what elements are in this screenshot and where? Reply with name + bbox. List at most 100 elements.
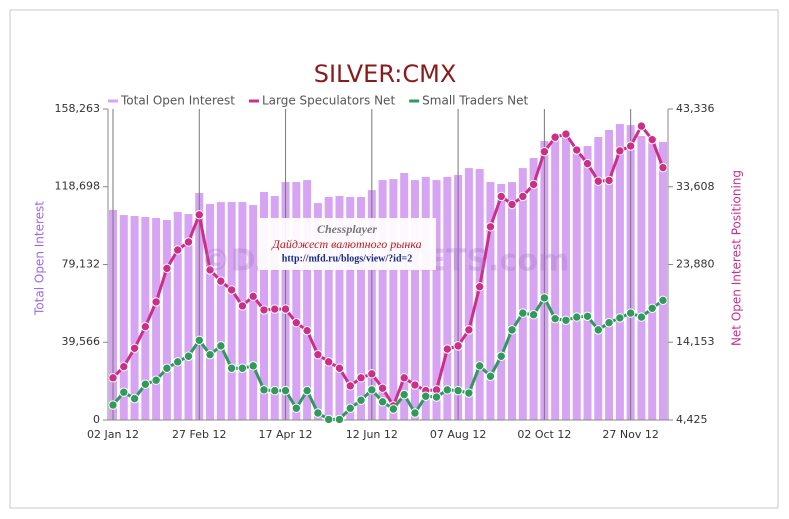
- series-point: [582, 158, 593, 169]
- bar: [216, 202, 225, 420]
- bar: [389, 179, 398, 420]
- bar: [335, 195, 344, 420]
- y2-tick-label: 43,336: [676, 102, 715, 115]
- series-point: [140, 321, 151, 332]
- series-point: [248, 361, 258, 371]
- bar: [605, 129, 614, 421]
- bar: [378, 180, 387, 420]
- y-tick-label: 118,698: [55, 180, 101, 193]
- bar: [551, 134, 560, 420]
- series-point: [388, 404, 399, 414]
- series-point: [119, 387, 129, 397]
- series-point: [151, 297, 161, 307]
- series-point: [615, 313, 625, 323]
- series-point: [313, 349, 323, 360]
- bar: [464, 168, 473, 420]
- series-point: [453, 341, 463, 351]
- y-tick-label: 158,263: [55, 102, 101, 115]
- series-point: [561, 315, 571, 325]
- series-point: [162, 363, 172, 373]
- series-point: [280, 304, 291, 314]
- series-point: [108, 400, 118, 410]
- series-point: [377, 383, 388, 393]
- series-point: [108, 373, 118, 383]
- series-point: [216, 276, 226, 286]
- series-point: [194, 335, 204, 345]
- bar: [238, 202, 247, 420]
- logo-title: Chessplayer: [317, 222, 377, 236]
- series-point: [313, 408, 323, 418]
- series-point: [162, 263, 172, 274]
- series-point: [442, 385, 453, 395]
- series-point: [129, 343, 140, 353]
- series-point: [572, 145, 582, 155]
- bar: [615, 124, 624, 420]
- bar: [227, 202, 236, 420]
- bar: [303, 180, 312, 420]
- series-point: [431, 392, 442, 402]
- y2-tick-label: 23,880: [676, 258, 715, 271]
- bar: [249, 205, 258, 420]
- series-point: [615, 146, 625, 156]
- bar: [432, 180, 441, 420]
- series-point: [399, 373, 409, 383]
- series-point: [593, 325, 603, 335]
- x-tick-label: 12 Jun 12: [346, 428, 398, 441]
- bar: [486, 182, 495, 420]
- series-point: [474, 282, 485, 292]
- bar: [119, 215, 128, 420]
- y-tick-label: 0: [93, 413, 100, 426]
- bar: [443, 176, 452, 420]
- series-point: [507, 325, 517, 335]
- x-tick-label: 02 Oct 12: [517, 428, 571, 441]
- bar: [475, 169, 484, 420]
- bar: [346, 196, 355, 420]
- plot: 02 Jan 12 27 Feb 12 17 Apr 12 12 Jun 12 07 A…: [55, 102, 715, 441]
- bar: [173, 211, 182, 420]
- series-point: [205, 265, 215, 275]
- series-point: [485, 222, 496, 232]
- series-point: [604, 175, 614, 186]
- series-point: [270, 385, 280, 396]
- y-axis-title: Total Open Interest: [33, 201, 47, 316]
- y-tick-label: 79,132: [62, 257, 101, 270]
- series-point: [636, 121, 647, 131]
- series-point: [658, 162, 668, 173]
- bar: [529, 158, 538, 420]
- series-point: [291, 403, 302, 413]
- series-point: [647, 134, 657, 145]
- series-point: [216, 341, 226, 351]
- bar: [637, 136, 646, 420]
- series-point: [507, 199, 517, 210]
- series-point: [173, 357, 183, 367]
- series-point: [183, 237, 194, 247]
- chart-title: SILVER:CMX: [314, 60, 457, 88]
- series-point: [367, 369, 377, 379]
- series-point: [518, 308, 528, 318]
- series-point: [399, 389, 409, 400]
- series-point: [323, 414, 334, 425]
- bar: [594, 137, 603, 420]
- series-point: [119, 361, 129, 372]
- series-point: [485, 371, 496, 381]
- series-point: [410, 408, 420, 418]
- legend-label: Total Open Interest: [120, 94, 235, 108]
- bar: [561, 132, 570, 420]
- series-point: [550, 313, 560, 324]
- series-point: [410, 380, 420, 390]
- series-point: [140, 379, 151, 389]
- series-point: [528, 179, 539, 190]
- series-point: [367, 385, 377, 395]
- series-point: [345, 381, 355, 391]
- series-point: [625, 141, 636, 151]
- bar: [508, 182, 517, 420]
- bar: [518, 168, 527, 420]
- series-point: [421, 391, 431, 401]
- series-point: [259, 385, 269, 395]
- logo-box: [258, 218, 436, 270]
- series-point: [323, 357, 334, 367]
- legend-label: Small Traders Net: [422, 94, 528, 108]
- series-point: [291, 317, 302, 328]
- logo-subtitle: Дайджест валютного рынка: [271, 237, 421, 251]
